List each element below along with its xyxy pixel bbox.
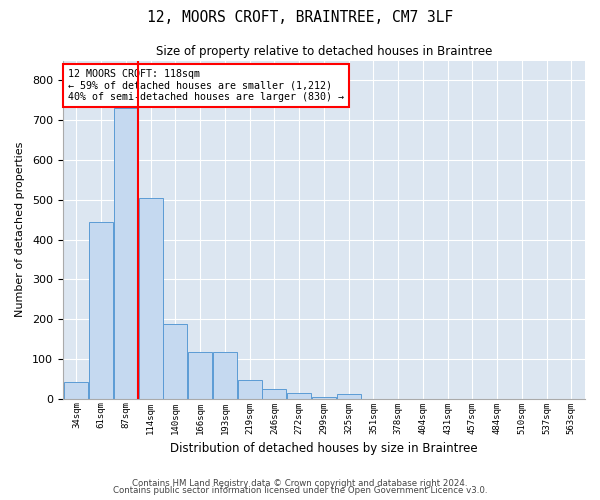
Bar bbox=[238, 380, 262, 398]
Bar bbox=[213, 352, 237, 399]
Text: Contains HM Land Registry data © Crown copyright and database right 2024.: Contains HM Land Registry data © Crown c… bbox=[132, 478, 468, 488]
Title: Size of property relative to detached houses in Braintree: Size of property relative to detached ho… bbox=[156, 45, 492, 58]
Text: 12, MOORS CROFT, BRAINTREE, CM7 3LF: 12, MOORS CROFT, BRAINTREE, CM7 3LF bbox=[147, 10, 453, 25]
Bar bbox=[262, 388, 286, 398]
Text: Contains public sector information licensed under the Open Government Licence v3: Contains public sector information licen… bbox=[113, 486, 487, 495]
Bar bbox=[287, 392, 311, 398]
X-axis label: Distribution of detached houses by size in Braintree: Distribution of detached houses by size … bbox=[170, 442, 478, 455]
Bar bbox=[312, 396, 336, 398]
Bar bbox=[89, 222, 113, 398]
Bar bbox=[337, 394, 361, 398]
Bar bbox=[188, 352, 212, 399]
Text: 12 MOORS CROFT: 118sqm
← 59% of detached houses are smaller (1,212)
40% of semi-: 12 MOORS CROFT: 118sqm ← 59% of detached… bbox=[68, 69, 344, 102]
Bar bbox=[64, 382, 88, 398]
Bar bbox=[114, 108, 138, 399]
Bar bbox=[163, 324, 187, 398]
Bar bbox=[139, 198, 163, 398]
Y-axis label: Number of detached properties: Number of detached properties bbox=[15, 142, 25, 318]
